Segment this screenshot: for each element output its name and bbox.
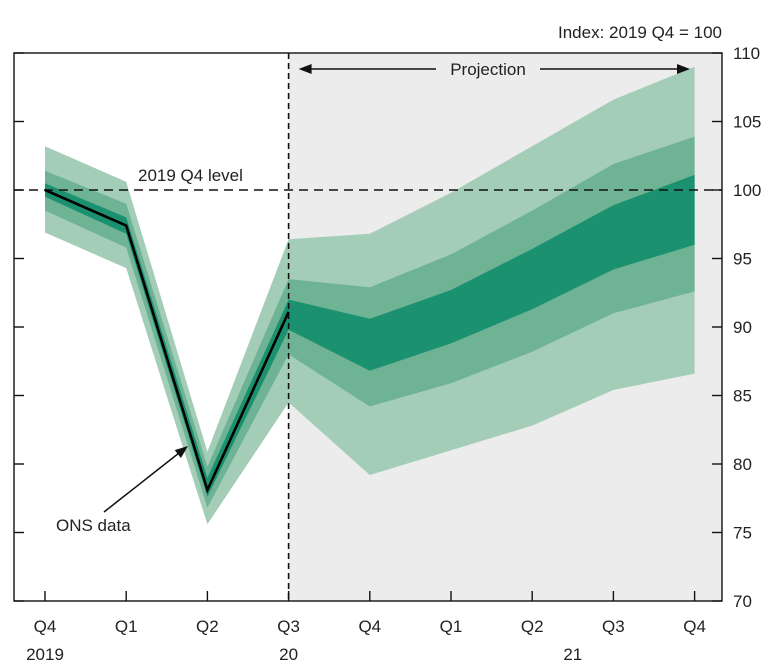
projection-arrow-right-head (677, 64, 690, 74)
x-tick-label: Q2 (196, 617, 219, 636)
y-tick-label: 70 (733, 592, 752, 611)
fan-band-inner (45, 174, 695, 497)
year-label: 2019 (26, 645, 64, 664)
projection-arrow-left-head (298, 64, 312, 74)
x-tick-label: Q4 (34, 617, 57, 636)
x-tick-label: Q4 (358, 617, 381, 636)
y-tick-label: 90 (733, 318, 752, 337)
y-tick-label: 100 (733, 181, 761, 200)
x-axis-ticks: Q4 Q1 Q2 Q3 Q4 Q1 Q2 Q3 Q4 2019 20 21 (26, 591, 706, 664)
x-tick-label: Q3 (602, 617, 625, 636)
x-tick-label: Q1 (440, 617, 463, 636)
units-label: Index: 2019 Q4 = 100 (558, 23, 722, 42)
ons-data-arrow (103, 446, 188, 513)
projection-label: Projection (450, 60, 526, 79)
y-tick-label: 75 (733, 524, 752, 543)
y-tick-label: 105 (733, 113, 761, 132)
year-label: 21 (563, 645, 582, 664)
y-tick-label: 95 (733, 250, 752, 269)
fan-bands (45, 66, 695, 525)
y-tick-label: 110 (733, 44, 760, 63)
y-tick-label: 85 (733, 387, 752, 406)
ons-data-label: ONS data (56, 516, 131, 535)
reference-line-label: 2019 Q4 level (138, 166, 243, 185)
y-axis-ticks: 70 75 80 85 90 95 100 105 110 (14, 44, 761, 611)
x-tick-label: Q2 (521, 617, 544, 636)
ons-data-arrow-shaft (103, 452, 180, 513)
ons-data-arrow-head (174, 446, 188, 458)
projection-arrow (298, 64, 690, 74)
year-label: 20 (279, 645, 298, 664)
x-tick-label: Q1 (115, 617, 138, 636)
y-tick-label: 80 (733, 455, 752, 474)
x-tick-label: Q3 (277, 617, 300, 636)
x-tick-label: Q4 (683, 617, 706, 636)
ons-data-line (44, 188, 290, 494)
